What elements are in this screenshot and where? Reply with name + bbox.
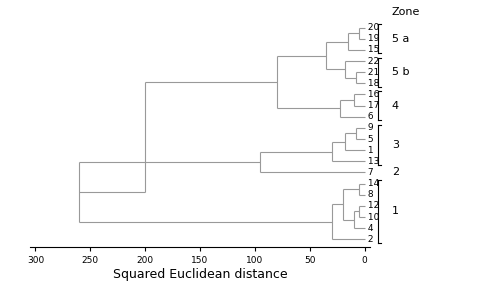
Text: 10: 10 bbox=[364, 212, 379, 222]
Text: 5: 5 bbox=[364, 135, 373, 143]
Text: Zone: Zone bbox=[392, 7, 420, 16]
Text: 13: 13 bbox=[364, 157, 379, 166]
Text: 17: 17 bbox=[364, 101, 379, 110]
Text: 18: 18 bbox=[364, 79, 379, 88]
Text: 1: 1 bbox=[392, 206, 399, 216]
Text: 19: 19 bbox=[364, 34, 379, 43]
Text: 5 b: 5 b bbox=[392, 67, 409, 77]
Text: 8: 8 bbox=[364, 190, 373, 199]
Text: 22: 22 bbox=[364, 57, 378, 66]
X-axis label: Squared Euclidean distance: Squared Euclidean distance bbox=[112, 268, 288, 281]
Text: 2: 2 bbox=[392, 168, 399, 178]
Text: 4: 4 bbox=[392, 101, 399, 111]
Text: 2: 2 bbox=[364, 235, 373, 244]
Text: 7: 7 bbox=[364, 168, 373, 177]
Text: 20: 20 bbox=[364, 23, 379, 32]
Text: 6: 6 bbox=[364, 112, 373, 121]
Text: 4: 4 bbox=[364, 224, 373, 233]
Text: 14: 14 bbox=[364, 179, 379, 188]
Text: 3: 3 bbox=[392, 140, 399, 150]
Text: 15: 15 bbox=[364, 45, 379, 55]
Text: 9: 9 bbox=[364, 124, 373, 132]
Text: 5 a: 5 a bbox=[392, 34, 409, 44]
Text: 16: 16 bbox=[364, 90, 379, 99]
Text: 21: 21 bbox=[364, 68, 379, 77]
Text: 1: 1 bbox=[364, 146, 373, 155]
Text: 12: 12 bbox=[364, 201, 379, 210]
